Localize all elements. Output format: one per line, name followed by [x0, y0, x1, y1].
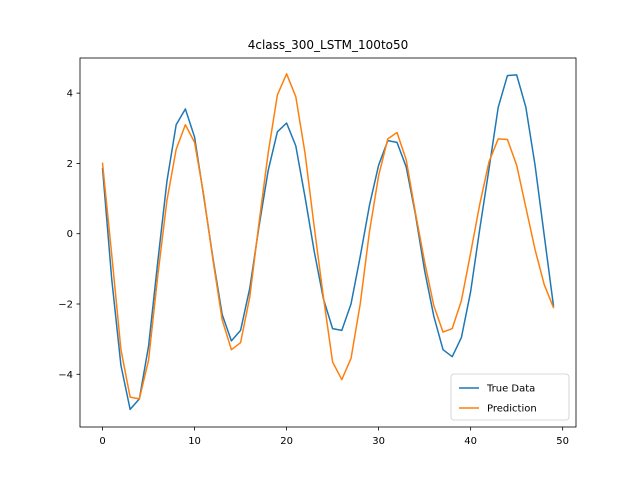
legend-box [450, 373, 570, 421]
legend-label-0: True Data [486, 384, 535, 395]
x-tick-label: 40 [464, 436, 477, 447]
y-tick-label: 0 [67, 229, 73, 240]
legend: True Data Prediction [450, 373, 570, 421]
series-line-1 [101, 73, 555, 400]
y-axis: −4 −2 0 2 4 [58, 89, 80, 381]
y-tick-label: −2 [58, 300, 73, 311]
x-axis: 0 10 20 30 40 50 [99, 427, 569, 447]
series-line-0 [101, 74, 555, 411]
series-layer [101, 73, 555, 411]
chart-title: 4class_300_LSTM_100to50 [248, 38, 409, 52]
y-tick-label: 2 [67, 159, 73, 170]
x-tick-label: 50 [556, 436, 569, 447]
x-tick-label: 10 [188, 436, 201, 447]
plot-area [80, 58, 576, 427]
plot-frame [79, 57, 577, 428]
y-tick-label: −4 [58, 370, 73, 381]
y-tick-label: 4 [67, 89, 73, 100]
x-tick-label: 0 [99, 436, 105, 447]
legend-label-1: Prediction [487, 404, 537, 415]
x-tick-label: 30 [372, 436, 385, 447]
x-tick-label: 20 [280, 436, 293, 447]
